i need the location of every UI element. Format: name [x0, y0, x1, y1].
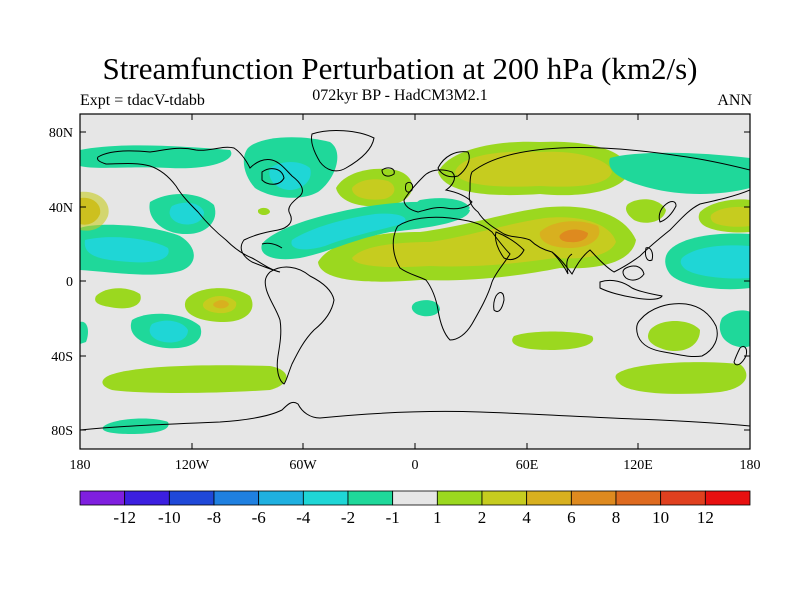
north-pacific-high-east	[698, 199, 750, 233]
lon-label-180w: 180	[70, 458, 91, 473]
europe-coast	[403, 169, 473, 213]
colorbar-label-12: 10	[652, 508, 669, 527]
colorbar-label-1: -10	[158, 508, 181, 527]
lon-label-60w: 60W	[289, 458, 317, 473]
lon-label-60e: 60E	[516, 458, 539, 473]
colorbar-swatch-4	[258, 490, 304, 506]
south-america-band-high	[102, 365, 287, 393]
southern-east-high	[615, 362, 747, 394]
pacific-small-high	[95, 288, 141, 309]
south-pacific-low	[130, 313, 202, 349]
colorbar-label-8: 2	[478, 508, 487, 527]
africa-coast	[392, 216, 511, 341]
lon-axis	[191, 114, 639, 449]
colorbar-label-2: -8	[207, 508, 221, 527]
plot-title: Streamfunction Perturbation at 200 hPa (…	[102, 51, 698, 86]
colorbar-swatch-14	[704, 490, 751, 506]
madagascar-coast	[493, 292, 505, 313]
colorbar-label-9: 4	[522, 508, 531, 527]
asia-coast	[468, 146, 750, 275]
colorbar-swatch-0	[79, 490, 126, 506]
lon-label-180e: 180	[740, 458, 761, 473]
south-indian-high	[512, 331, 594, 350]
colorbar-label-3: -6	[252, 508, 266, 527]
colorbar-label-6: -1	[386, 508, 400, 527]
colorbar-swatch-2	[168, 490, 215, 506]
colorbar-label-11: 8	[612, 508, 621, 527]
colorbar-swatch-10	[526, 490, 572, 506]
colorbar-label-0: -12	[113, 508, 136, 527]
lat-label-80n: 80N	[49, 126, 73, 141]
central-pacific-low	[80, 224, 194, 275]
japan-coast	[658, 201, 677, 223]
southern-east-low	[719, 310, 750, 348]
colorbar-swatch-12	[615, 490, 662, 506]
antarctica-coast	[80, 401, 750, 431]
hudson-bay-coast	[261, 168, 285, 185]
south-pacific-high	[184, 288, 253, 322]
lon-label-120e: 120E	[623, 458, 653, 473]
colorbar-swatch-9	[481, 490, 528, 506]
colorbar-label-10: 6	[567, 508, 576, 527]
east-pacific-low	[149, 194, 216, 235]
colorbar-swatch-7	[392, 490, 438, 506]
lat-label-80s: 80S	[51, 424, 73, 439]
colorbar-label-13: 12	[697, 508, 714, 527]
west-edge-low	[80, 321, 88, 344]
colorbar-swatch-13	[660, 490, 706, 506]
scandinavia-coast	[437, 151, 470, 178]
north-pacific-high-west	[80, 191, 109, 231]
india-coast	[551, 251, 573, 275]
south-atlantic-low	[411, 300, 440, 317]
australia-high	[647, 321, 700, 352]
philippines-coast	[645, 247, 653, 261]
uk-coast	[405, 181, 413, 193]
colorbar-label-7: 1	[433, 508, 442, 527]
east-asia-high	[626, 199, 666, 223]
experiment-label: Expt = tdacV-tdabb	[80, 92, 205, 109]
indonesia-coast	[599, 279, 663, 300]
season-label: ANN	[717, 92, 752, 109]
colorbar-swatch-1	[124, 490, 170, 506]
colorbar-label-5: -2	[341, 508, 355, 527]
greenland-coast	[311, 130, 375, 172]
coastlines	[80, 130, 750, 431]
lon-label-120w: 120W	[175, 458, 210, 473]
colorbar-swatch-5	[302, 490, 349, 506]
new-zealand-coast	[733, 345, 747, 366]
colorbar-swatch-6	[347, 490, 394, 506]
north-america-coast	[97, 146, 303, 273]
lat-label-40s: 40S	[51, 350, 73, 365]
plot-subtitle: 072kyr BP - HadCM3M2.1	[312, 87, 488, 104]
lat-label-0: 0	[66, 275, 73, 290]
west-pacific-low	[665, 233, 750, 290]
colorbar-swatch-8	[436, 490, 483, 506]
colorbar-swatch-3	[213, 490, 260, 506]
tropical-atlantic-low	[261, 198, 470, 260]
colorbar-swatch-11	[570, 490, 617, 506]
anomaly-field	[80, 137, 750, 434]
lon-label-0: 0	[412, 458, 419, 473]
south-america-coast	[264, 266, 335, 385]
colorbar-label-4: -4	[296, 508, 311, 527]
iceland-coast	[381, 167, 395, 177]
lat-axis	[80, 131, 750, 431]
arabia-coast	[495, 231, 525, 261]
colorbar: -12 -10 -8 -6 -4 -2 -1 1 2 4 6 8 10 12	[79, 490, 751, 527]
small-green-blob	[258, 207, 270, 215]
borneo-coast	[622, 265, 645, 281]
caribbean-coast	[261, 242, 283, 249]
north-atlantic-high	[336, 168, 413, 207]
lat-label-40n: 40N	[49, 201, 73, 216]
australia-coast	[636, 303, 718, 357]
